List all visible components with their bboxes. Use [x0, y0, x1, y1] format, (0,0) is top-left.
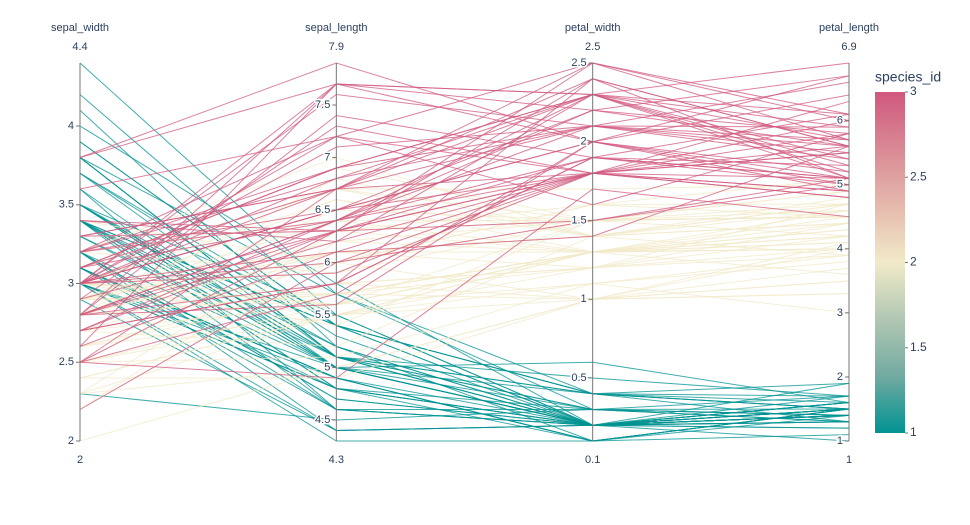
data-line	[79, 222, 850, 395]
data-line	[79, 62, 850, 237]
tick-label: 0.5	[571, 372, 586, 384]
data-line	[79, 83, 850, 284]
axis-title: sepal_width	[51, 22, 109, 34]
data-line	[79, 157, 850, 426]
colorbar-title: species_id	[875, 69, 941, 85]
range-min: 0.1	[585, 454, 600, 466]
colorbar-tick-label: 2.5	[910, 169, 927, 183]
range-max: 7.9	[329, 41, 344, 53]
tick-label: 6.5	[315, 204, 330, 216]
tick-label: 4	[68, 120, 74, 132]
data-line	[79, 172, 850, 426]
tick-label: 2	[581, 136, 587, 148]
data-line	[79, 145, 850, 347]
data-line	[79, 254, 850, 363]
data-line	[79, 93, 850, 243]
axis-title: petal_width	[565, 22, 621, 34]
data-line	[79, 62, 850, 158]
tick-label: 7.5	[315, 99, 330, 111]
data-line	[79, 251, 850, 432]
tick-label: 1	[837, 435, 843, 447]
tick-label: 3.5	[59, 199, 74, 211]
data-line	[79, 156, 850, 332]
data-line	[79, 293, 850, 395]
tick-label: 5.5	[315, 309, 330, 321]
data-line	[79, 267, 850, 442]
data-line	[79, 241, 850, 316]
data-line	[79, 393, 850, 423]
data-line	[79, 93, 850, 284]
tick-label: 3	[68, 277, 74, 289]
tick-label: 5	[837, 179, 843, 191]
data-line	[79, 280, 850, 347]
data-line	[79, 75, 850, 158]
tick-label: 1.5	[571, 214, 586, 226]
tick-label: 1	[581, 293, 587, 305]
data-line	[79, 75, 850, 316]
tick-label: 2.5	[571, 57, 586, 69]
data-line	[79, 93, 850, 253]
tick-label: 6	[837, 115, 843, 127]
colorbar-tick-label: 2	[910, 255, 917, 269]
data-line	[79, 78, 850, 269]
colorbar-tick-label: 1.5	[910, 340, 927, 354]
data-line	[79, 93, 850, 269]
data-line	[79, 109, 850, 316]
range-max: 2.5	[585, 41, 600, 53]
data-line	[79, 267, 850, 379]
data-line	[79, 172, 850, 284]
axis-title: sepal_length	[305, 22, 367, 34]
range-min: 1	[846, 454, 852, 466]
data-line	[79, 188, 850, 442]
colorbar-tick-label: 3	[910, 84, 917, 98]
tick-label: 2.5	[59, 356, 74, 368]
tick-label: 4	[837, 243, 843, 255]
data-line	[79, 156, 850, 363]
colorbar-tick-label: 1	[910, 425, 917, 439]
data-line	[79, 141, 850, 284]
range-min: 4.3	[329, 454, 344, 466]
data-line	[79, 203, 850, 316]
tick-label: 6	[324, 256, 330, 268]
tick-label: 2	[68, 435, 74, 447]
tick-label: 5	[324, 361, 330, 373]
tick-label: 2	[837, 371, 843, 383]
data-line	[79, 235, 850, 295]
data-line	[79, 204, 850, 423]
tick-label: 4.5	[315, 414, 330, 426]
axis-title: petal_length	[819, 22, 879, 34]
data-line	[79, 156, 850, 332]
range-min: 2	[77, 454, 83, 466]
colorbar	[875, 92, 905, 433]
data-line	[79, 152, 850, 269]
tick-label: 7	[324, 151, 330, 163]
data-line	[79, 283, 850, 442]
data-line	[79, 204, 850, 404]
data-line	[79, 282, 850, 363]
data-line	[79, 172, 850, 284]
range-max: 6.9	[841, 41, 856, 53]
data-line	[79, 248, 850, 347]
data-line	[79, 184, 850, 410]
range-max: 4.4	[72, 41, 87, 53]
data-line	[79, 132, 850, 284]
data-line	[79, 229, 850, 300]
data-line	[79, 62, 850, 190]
data-line	[79, 222, 850, 347]
data-line	[79, 204, 850, 264]
tick-label: 3	[837, 307, 843, 319]
